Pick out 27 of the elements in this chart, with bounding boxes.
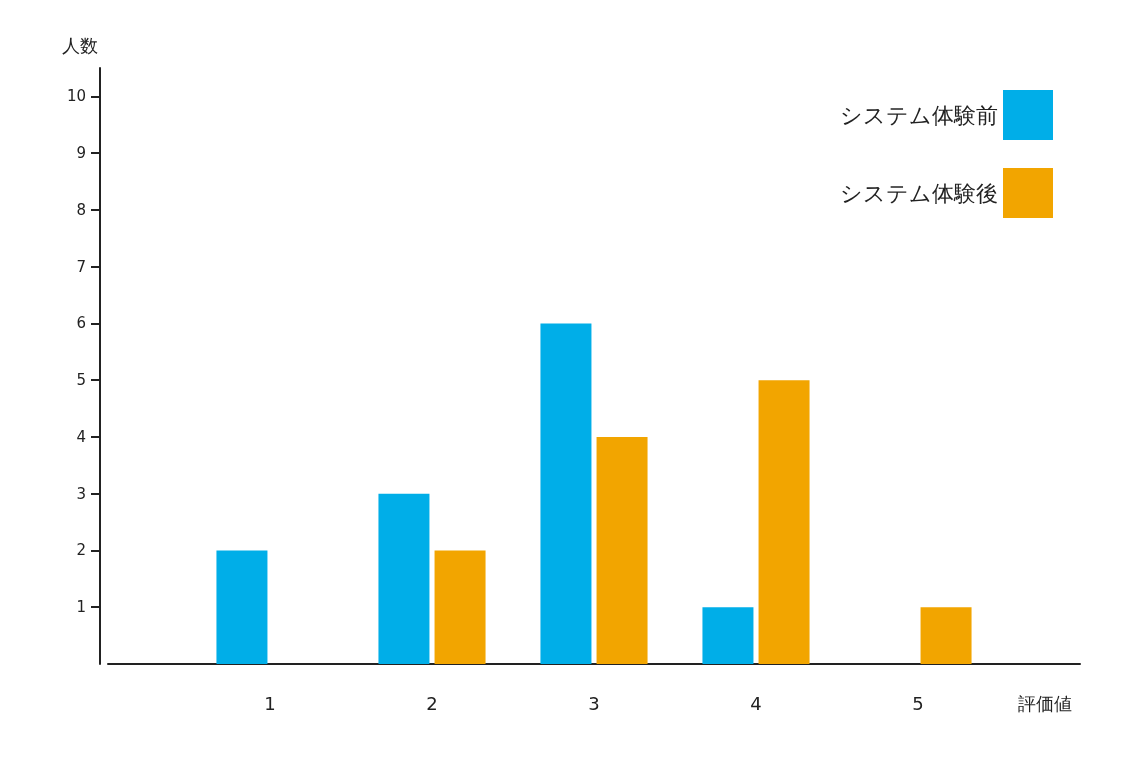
bar: [540, 323, 592, 664]
bar: [596, 436, 648, 664]
bar: [378, 493, 430, 664]
bar: [758, 380, 810, 664]
x-axis-title: 評価値: [1018, 692, 1072, 714]
y-tick-label: 7: [76, 257, 86, 276]
x-tick-label: 3: [588, 692, 600, 714]
y-axis-title: 人数: [62, 34, 98, 56]
y-tick-label: 10: [66, 87, 86, 106]
y-tick-label: 3: [76, 484, 86, 503]
x-tick-label: 4: [750, 692, 762, 714]
y-tick-label: 1: [76, 598, 86, 617]
bar: [702, 607, 754, 664]
bar: [216, 550, 268, 664]
x-tick-label: 5: [912, 692, 924, 714]
y-tick-label: 4: [76, 427, 86, 446]
legend-label: システム体験前: [840, 102, 998, 128]
y-tick-label: 6: [76, 314, 86, 333]
x-tick-label: 2: [426, 692, 438, 714]
y-tick-label: 2: [76, 541, 86, 560]
legend-label: システム体験後: [840, 180, 998, 206]
x-tick-label: 1: [264, 692, 276, 714]
bar: [434, 550, 486, 664]
y-tick-label: 5: [76, 371, 86, 390]
y-tick-label: 9: [76, 144, 86, 163]
bar: [920, 607, 972, 664]
y-tick-label: 8: [76, 200, 86, 219]
